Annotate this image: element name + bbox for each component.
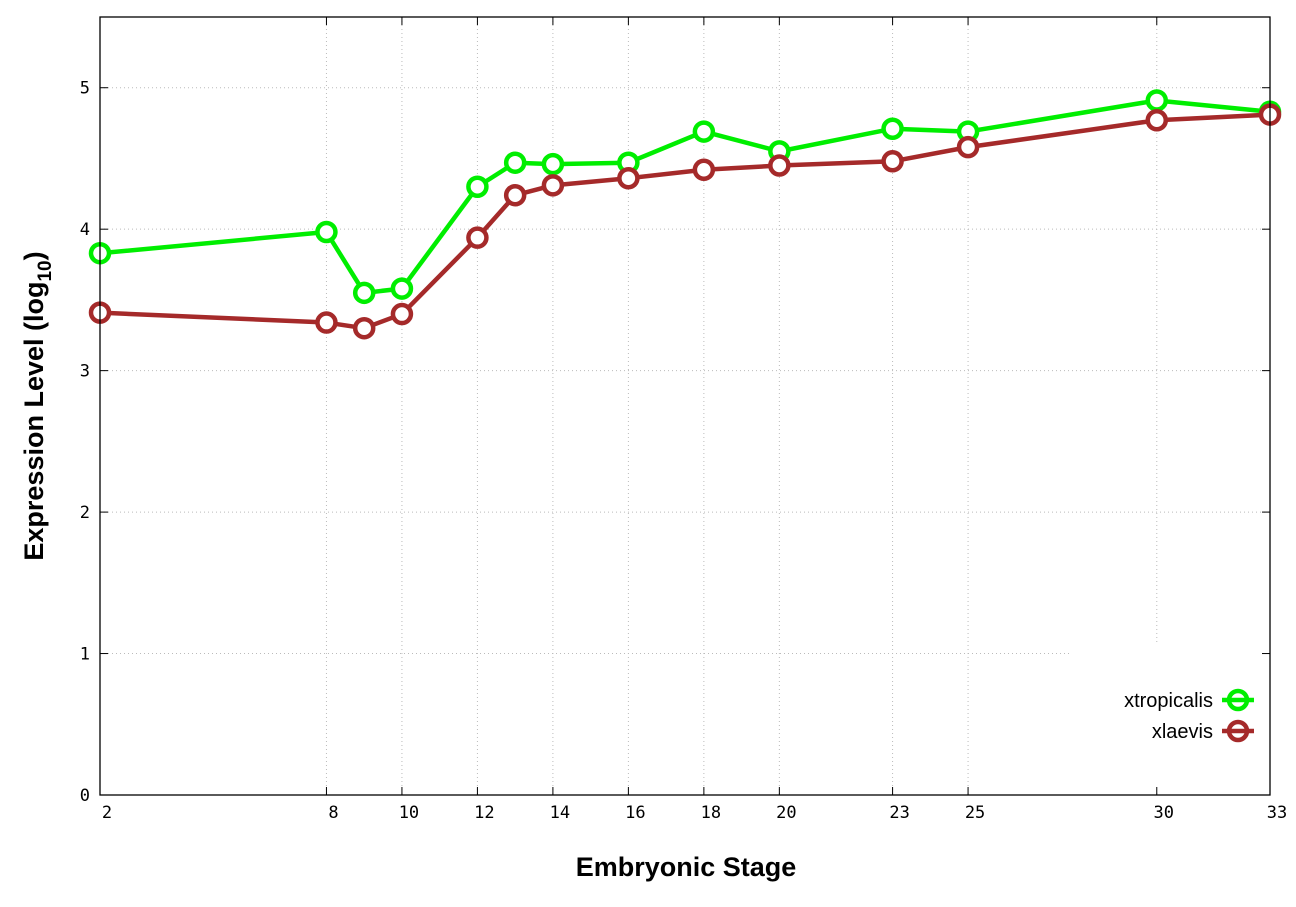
x-tick-label: 8 — [328, 803, 338, 823]
x-tick-label: 33 — [1267, 803, 1287, 823]
x-axis-label: Embryonic Stage — [576, 852, 797, 882]
data-point-xlaevis — [541, 174, 565, 197]
y-tick-label: 2 — [80, 503, 90, 523]
x-tick-label: 14 — [550, 803, 570, 823]
x-tick-label: 16 — [625, 803, 645, 823]
data-point-xtropicalis — [466, 175, 489, 198]
y-axis-label-subscript: 10 — [35, 260, 56, 281]
plot-border — [99, 16, 1271, 796]
data-point-xtropicalis — [1145, 89, 1169, 112]
data-point-xlaevis — [390, 302, 414, 326]
data-point-xlaevis — [503, 183, 527, 207]
x-tick-label: 25 — [965, 803, 985, 823]
y-tick-label: 4 — [80, 220, 90, 240]
x-tick-label: 20 — [776, 803, 796, 823]
legend-label-xtropicalis: xtropicalis — [1124, 690, 1213, 712]
x-tick-label: 2 — [102, 803, 112, 823]
x-tick-label: 30 — [1154, 803, 1174, 823]
series-line-xlaevis — [99, 112, 1271, 331]
grid — [100, 17, 1270, 795]
data-point-xtropicalis — [390, 277, 414, 300]
data-point-xtropicalis — [692, 120, 716, 143]
x-tick-label: 12 — [474, 803, 494, 823]
x-tick-label: 18 — [701, 803, 721, 823]
data-point-xtropicalis — [352, 281, 376, 305]
data-point-xlaevis — [881, 150, 904, 173]
data-point-xlaevis — [315, 311, 338, 334]
data-point-xtropicalis — [881, 117, 904, 140]
y-tick-label: 0 — [80, 786, 90, 806]
data-point-xtropicalis — [315, 220, 338, 244]
data-point-xtropicalis — [541, 152, 565, 176]
data-point-xlaevis — [466, 226, 489, 249]
y-tick-label: 1 — [80, 645, 90, 665]
legend-background — [1072, 642, 1268, 792]
x-tick-label: 23 — [889, 803, 909, 823]
data-point-xlaevis — [768, 154, 791, 177]
y-tick-label: 5 — [80, 79, 90, 99]
legend-label-xlaevis: xlaevis — [1152, 721, 1213, 743]
legend: xtropicalis xlaevis — [1124, 688, 1254, 743]
y-tick-label: 3 — [80, 362, 90, 382]
data-point-xlaevis — [956, 135, 980, 159]
data-point-xlaevis — [692, 158, 716, 182]
data-point-xlaevis — [617, 167, 640, 190]
data-point-xlaevis — [352, 316, 376, 340]
y-axis-label: Expression Level (log10) — [19, 251, 56, 560]
x-tick-label: 10 — [399, 803, 419, 823]
series-group — [88, 89, 1282, 340]
data-point-xtropicalis — [503, 151, 527, 174]
data-point-xlaevis — [1145, 109, 1169, 132]
